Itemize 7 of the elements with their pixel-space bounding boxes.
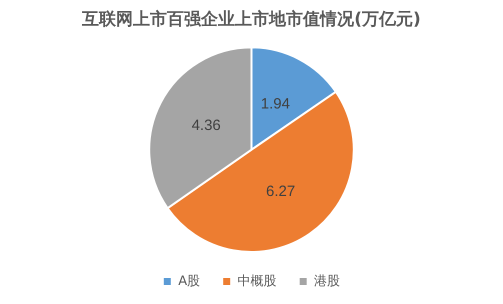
data-label: 4.36 bbox=[192, 117, 221, 134]
data-label: 1.94 bbox=[260, 96, 290, 113]
chart-title: 互联网上市百强企业上市地市值情况(万亿元) bbox=[81, 10, 421, 30]
legend-label: 中概股 bbox=[238, 274, 277, 289]
legend-label: A股 bbox=[178, 274, 200, 289]
legend-label: 港股 bbox=[314, 274, 340, 289]
data-label: 6.27 bbox=[266, 182, 296, 200]
